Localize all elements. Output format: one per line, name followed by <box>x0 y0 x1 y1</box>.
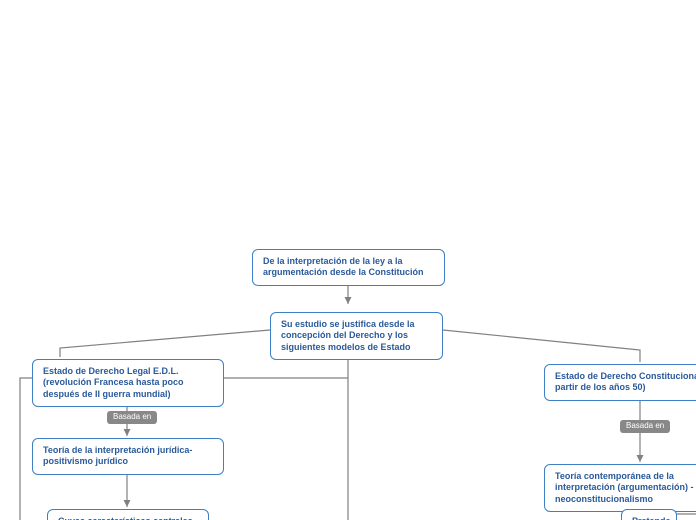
node-left-caracteristicas[interactable]: Cuyas características centrales son <box>47 509 209 520</box>
node-right-pretende[interactable]: Pretende <box>621 509 677 520</box>
node-left-teoria-positivismo[interactable]: Teoría de la interpretación jurídica- po… <box>32 438 224 475</box>
node-right-estado-constitucional[interactable]: Estado de Derecho Constitucional (a part… <box>544 364 696 401</box>
edge-label-basada-right: Basada en <box>620 420 670 433</box>
edge-label-basada-left: Basada en <box>107 411 157 424</box>
node-root[interactable]: De la interpretación de la ley a la argu… <box>252 249 445 286</box>
node-study[interactable]: Su estudio se justifica desde la concepc… <box>270 312 443 360</box>
diagram-canvas: De la interpretación de la ley a la argu… <box>0 0 696 520</box>
node-right-teoria-contemporanea[interactable]: Teoría contemporánea de la interpretació… <box>544 464 696 512</box>
node-left-estado-legal[interactable]: Estado de Derecho Legal E.D.L. (revoluci… <box>32 359 224 407</box>
